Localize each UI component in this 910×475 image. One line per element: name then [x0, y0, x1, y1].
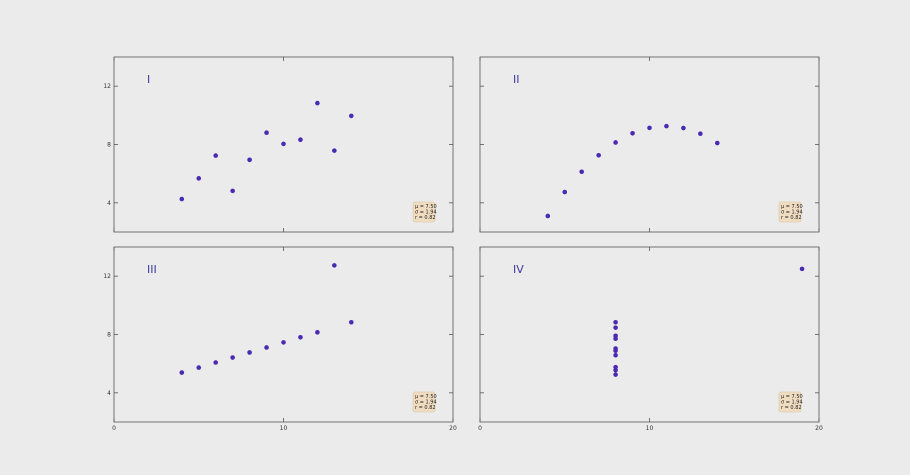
- data-point: [298, 334, 303, 340]
- scatter-panel-4: 0 10 20 IV μ = 7.50σ = 1.94r = 0.82: [478, 246, 823, 432]
- stats-line: μ = 7.50: [781, 204, 803, 210]
- data-point: [613, 372, 618, 377]
- data-point: [315, 100, 320, 106]
- data-point: [698, 131, 703, 137]
- data-point: [613, 348, 618, 353]
- panel-label: I: [147, 73, 150, 86]
- panel-label: IV: [513, 263, 524, 276]
- data-point: [247, 350, 252, 355]
- data-point: [596, 152, 601, 158]
- data-point: [230, 355, 235, 360]
- scatter-panel-1: 4 8 12 Iμ = 7.50σ = 1.94r = 0.82: [103, 56, 454, 233]
- stats-line: σ = 1.94: [781, 210, 803, 216]
- x-tick-label: 10: [646, 425, 654, 432]
- x-tick-label: 0: [478, 425, 482, 432]
- stats-line: r = 0.82: [415, 405, 436, 411]
- stats-line: σ = 1.94: [781, 400, 803, 406]
- data-point: [349, 113, 354, 119]
- data-point: [179, 370, 185, 375]
- data-point: [332, 148, 337, 153]
- y-tick-label: 4: [107, 200, 111, 207]
- stats-line: r = 0.82: [415, 215, 436, 221]
- data-point: [247, 157, 252, 163]
- scatter-panel-3: 4 8 12 0 10 20 III μ = 7.50σ = 1.94r = 0.82: [103, 246, 457, 432]
- data-point: [230, 188, 235, 194]
- stats-line: μ = 7.50: [415, 394, 437, 400]
- stats-line: r = 0.82: [781, 405, 802, 411]
- x-tick-label: 10: [280, 425, 288, 432]
- data-point: [179, 196, 185, 202]
- stats-line: σ = 1.94: [415, 400, 437, 406]
- data-point: [298, 137, 303, 142]
- data-point: [613, 325, 618, 330]
- y-tick-label: 12: [103, 273, 111, 280]
- data-point: [715, 140, 720, 146]
- data-point: [196, 176, 202, 181]
- data-point: [213, 153, 218, 158]
- data-point: [613, 367, 618, 373]
- data-point: [196, 365, 202, 370]
- data-point: [315, 330, 320, 335]
- stats-box: [412, 391, 436, 413]
- y-tick-label: 4: [107, 390, 111, 397]
- data-point: [562, 189, 568, 195]
- data-point: [613, 319, 618, 325]
- data-point: [281, 141, 286, 147]
- data-point: [799, 266, 805, 272]
- x-tick-label: 20: [815, 425, 823, 432]
- data-point: [281, 340, 286, 345]
- y-tick-label: 8: [107, 142, 111, 149]
- x-tick-label: 0: [112, 425, 116, 432]
- data-point: [647, 125, 652, 131]
- data-point: [213, 360, 218, 365]
- data-point: [579, 169, 584, 175]
- stats-box: [778, 201, 802, 223]
- panel-label: III: [147, 263, 157, 276]
- data-point: [681, 125, 686, 131]
- data-point: [545, 213, 551, 219]
- scatter-panel-2: II μ = 7.50σ = 1.94r = 0.82: [479, 56, 820, 233]
- data-point: [613, 140, 618, 145]
- stats-line: μ = 7.50: [781, 394, 803, 400]
- panel-label: II: [513, 73, 520, 86]
- stats-line: r = 0.82: [781, 215, 802, 221]
- data-point: [332, 263, 337, 268]
- stats-box: [412, 201, 436, 223]
- data-point: [613, 352, 618, 358]
- data-point: [613, 333, 618, 339]
- data-point: [664, 123, 669, 129]
- data-point: [264, 130, 269, 135]
- data-point: [630, 130, 635, 136]
- stats-line: σ = 1.94: [415, 210, 437, 216]
- data-point: [349, 319, 354, 325]
- y-tick-label: 8: [107, 332, 111, 339]
- data-point: [264, 345, 269, 350]
- y-tick-label: 12: [103, 83, 111, 90]
- x-tick-label: 20: [449, 425, 457, 432]
- stats-box: [778, 391, 802, 413]
- stats-line: μ = 7.50: [415, 204, 437, 210]
